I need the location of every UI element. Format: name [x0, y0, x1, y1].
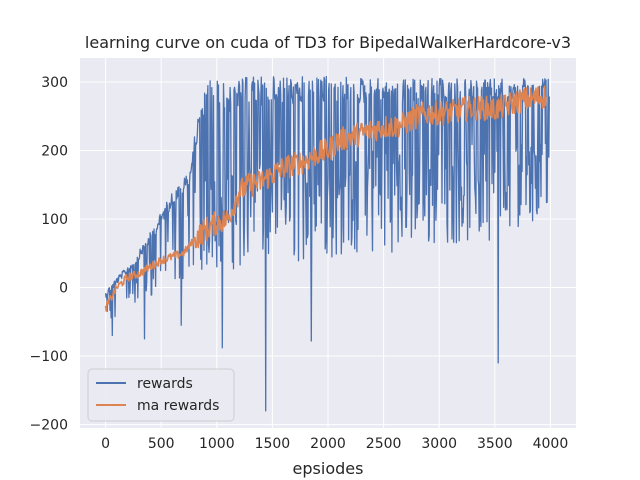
x-tick-label: 500 [148, 436, 175, 452]
x-tick-label: 1500 [255, 436, 291, 452]
y-tick-label: 300 [41, 75, 68, 91]
y-tick-label: 100 [41, 212, 68, 228]
series-layer [104, 75, 550, 412]
x-tick-label: 4000 [533, 436, 569, 452]
y-tick-label: −100 [30, 349, 68, 365]
x-tick-label: 3500 [477, 436, 513, 452]
x-tick-label: 2000 [310, 436, 346, 452]
y-tick-label: −200 [30, 418, 68, 434]
chart-title: learning curve on cuda of TD3 for Bipeda… [85, 33, 571, 52]
series-rewards-line [104, 75, 550, 412]
x-tick-label: 0 [101, 436, 110, 452]
x-tick-label: 2500 [366, 436, 402, 452]
y-tick-label: 0 [59, 281, 68, 297]
x-tick-label: 3000 [421, 436, 457, 452]
x-tick-label: 1000 [199, 436, 235, 452]
legend-label-ma-rewards: ma rewards [137, 398, 219, 414]
x-axis-label: epsiodes [293, 459, 364, 478]
y-tick-label: 200 [41, 144, 68, 160]
ticks: 0 500 1000 1500 2000 2500 3000 3500 4000−200−100… [30, 75, 569, 452]
series-ma-rewards-line [104, 85, 547, 312]
legend: rewards ma rewards [87, 368, 235, 422]
legend-label-rewards: rewards [137, 376, 193, 392]
